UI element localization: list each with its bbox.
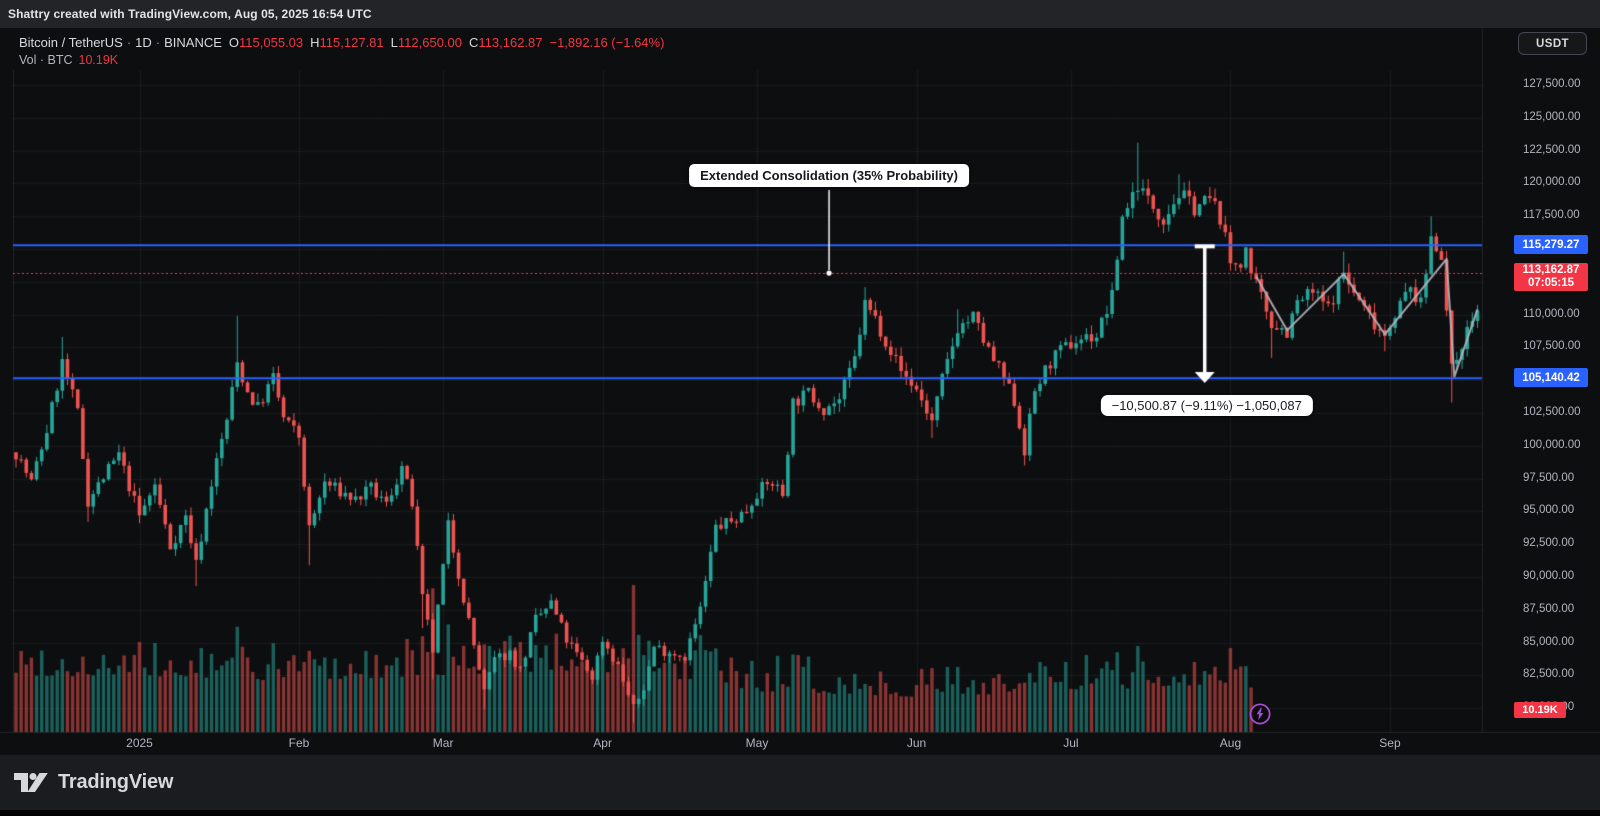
symbol-name[interactable]: Bitcoin / TetherUS xyxy=(19,35,123,50)
price-tick-label: 125,000.00 xyxy=(1523,110,1581,123)
tradingview-footer: TradingView xyxy=(0,755,1600,810)
price-tick-label: 102,500.00 xyxy=(1523,406,1581,418)
price-tick-label: 107,500.00 xyxy=(1523,340,1581,353)
resistance-price-value: 115,279.27 xyxy=(1522,238,1580,251)
time-tick-label: Sep xyxy=(1379,736,1401,750)
symbol-info-row[interactable]: Bitcoin / TetherUS · 1D · BINANCE O115,055.03… xyxy=(19,34,664,51)
close-key: C xyxy=(469,35,479,50)
interval-label[interactable]: 1D xyxy=(135,35,152,50)
volume-label: Vol · BTC xyxy=(19,53,73,67)
candle-countdown: 07:05:15 xyxy=(1527,277,1575,290)
low-key: L xyxy=(390,35,398,50)
price-tick-label: 95,000.00 xyxy=(1523,504,1575,517)
symbol-legend: Bitcoin / TetherUS · 1D · BINANCE O115,055.03… xyxy=(19,34,664,69)
open-value: 115,055.03 xyxy=(239,35,304,50)
measure-label[interactable]: −10,500.87 (−9.11%) −1,050,087 xyxy=(1100,395,1313,417)
open-key: O xyxy=(228,35,240,50)
price-tick-label: 92,500.00 xyxy=(1523,537,1575,550)
price-tick-label: 120,000.00 xyxy=(1523,176,1581,189)
bottom-strip xyxy=(0,810,1600,816)
tradingview-brand-text[interactable]: TradingView xyxy=(58,771,174,793)
last-price-value: 113,162.87 xyxy=(1522,264,1580,277)
resistance-price-badge: 115,279.27 xyxy=(1514,235,1588,255)
price-tick-label: 90,000.00 xyxy=(1523,570,1575,582)
consolidation-annotation[interactable]: Extended Consolidation (35% Probability) xyxy=(689,164,969,187)
support-price-value: 105,140.42 xyxy=(1522,371,1580,384)
time-tick-label: Feb xyxy=(288,736,310,750)
high-key: H xyxy=(310,35,320,50)
high-value: 115,127.81 xyxy=(319,35,384,50)
exchange-label: BINANCE xyxy=(164,35,222,50)
price-tick-label: 127,500.00 xyxy=(1523,78,1581,90)
price-tick-label: 100,000.00 xyxy=(1523,438,1581,451)
time-tick-label: May xyxy=(745,736,769,750)
volume-value: 10.19K xyxy=(78,53,119,67)
price-chart-canvas[interactable] xyxy=(0,28,1600,755)
separator-dot: · xyxy=(155,35,161,50)
price-tick-label: 97,500.00 xyxy=(1523,471,1575,484)
change-value: −1,892.16 (−1.64%) xyxy=(549,35,665,50)
price-tick-label: 117,500.00 xyxy=(1523,209,1580,222)
price-tick-label: 87,500.00 xyxy=(1523,602,1575,615)
price-tick-label: 82,500.00 xyxy=(1523,668,1575,681)
price-tick-label: 122,500.00 xyxy=(1523,143,1581,156)
price-tick-label: 110,000.00 xyxy=(1523,307,1580,320)
support-price-badge: 105,140.42 xyxy=(1514,368,1588,388)
price-tick-label: 85,000.00 xyxy=(1523,635,1575,648)
tradingview-logo-icon[interactable] xyxy=(13,772,49,793)
attribution-text: Shattry created with TradingView.com, Au… xyxy=(8,7,372,21)
close-value: 113,162.87 xyxy=(478,35,543,50)
attribution-bar: Shattry created with TradingView.com, Au… xyxy=(0,0,1600,28)
volume-info-row[interactable]: Vol · BTC 10.19K xyxy=(19,52,664,69)
separator-dot: · xyxy=(126,35,132,50)
time-tick-label: Jun xyxy=(906,736,927,750)
time-tick-label: Aug xyxy=(1219,736,1242,750)
market-status-lightning-icon[interactable] xyxy=(1248,702,1272,726)
last-price-badge: 113,162.87 07:05:15 xyxy=(1514,263,1588,292)
volume-value-badge: 10.19K xyxy=(1514,702,1566,718)
currency-toggle-button[interactable]: USDT xyxy=(1518,32,1587,55)
time-tick-label: Apr xyxy=(593,736,612,750)
time-tick-label: Mar xyxy=(432,736,454,750)
low-value: 112,650.00 xyxy=(397,35,462,50)
volume-badge-value: 10.19K xyxy=(1522,704,1558,716)
time-tick-label: Jul xyxy=(1063,736,1079,750)
time-tick-label: 2025 xyxy=(126,736,153,750)
